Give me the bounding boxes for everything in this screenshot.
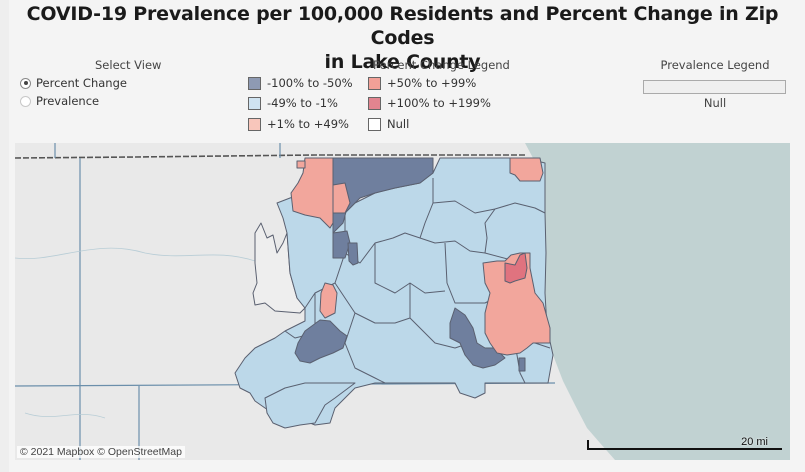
title-line-1: COVID-19 Prevalence per 100,000 Resident… bbox=[26, 3, 779, 49]
select-view-header: Select View bbox=[95, 58, 162, 72]
legend-swatch bbox=[248, 96, 261, 110]
page-title: COVID-19 Prevalence per 100,000 Resident… bbox=[0, 2, 805, 74]
map-scale-label: 20 mi bbox=[741, 436, 768, 448]
prevalence-null-label: Null bbox=[703, 96, 727, 110]
radio-label: Percent Change bbox=[36, 76, 127, 90]
legend-header: Prevalence Legend bbox=[660, 58, 770, 72]
legend-item[interactable]: Null bbox=[368, 117, 409, 131]
lake-michigan bbox=[525, 143, 790, 460]
legend-label: +100% to +199% bbox=[387, 96, 491, 110]
map-scale-bar bbox=[587, 440, 782, 450]
map-attribution[interactable]: © 2021 Mapbox © OpenStreetMap bbox=[17, 446, 185, 458]
legend-swatch bbox=[368, 117, 381, 131]
map-view[interactable]: © 2021 Mapbox © OpenStreetMap 20 mi bbox=[15, 143, 790, 460]
legend-label: -100% to -50% bbox=[267, 76, 353, 90]
legend-swatch bbox=[248, 117, 261, 131]
legend-label: Null bbox=[387, 117, 410, 131]
prevalence-legend: Prevalence Legend Null bbox=[642, 58, 788, 110]
radio-label: Prevalence bbox=[36, 94, 100, 108]
state-border bbox=[15, 154, 527, 159]
legend-label: -49% to -1% bbox=[267, 96, 338, 110]
legend-item[interactable]: +50% to +99% bbox=[368, 76, 476, 90]
legend-header: Percent Change Legend bbox=[373, 58, 510, 72]
radio-percent-change[interactable]: Percent Change bbox=[20, 76, 127, 90]
legend-swatch bbox=[368, 76, 381, 90]
legend-swatch bbox=[368, 96, 381, 110]
legend-swatch bbox=[248, 76, 261, 90]
zip-code-map[interactable] bbox=[15, 143, 790, 460]
legend-label: +50% to +99% bbox=[387, 76, 477, 90]
prevalence-color-bar bbox=[643, 80, 786, 94]
legend-item[interactable]: +1% to +49% bbox=[248, 117, 349, 131]
zip-salmon-ne bbox=[509, 157, 544, 182]
legend-item[interactable]: +100% to +199% bbox=[368, 96, 491, 110]
radio-selected-icon[interactable] bbox=[20, 77, 31, 89]
zip-dark-blue-sw bbox=[294, 319, 348, 364]
legend-item[interactable]: -49% to -1% bbox=[248, 96, 338, 110]
title-line-2: in Lake County bbox=[324, 51, 481, 73]
legend-item[interactable]: -100% to -50% bbox=[248, 76, 353, 90]
zip-salmon-east bbox=[482, 252, 551, 356]
zip-dark-blue-east bbox=[449, 307, 506, 369]
legend-label: +1% to +49% bbox=[267, 117, 349, 131]
left-gutter bbox=[0, 0, 9, 472]
zip-salmon-west bbox=[319, 282, 338, 319]
radio-prevalence[interactable]: Prevalence bbox=[20, 94, 99, 108]
zip-red bbox=[504, 252, 528, 284]
radio-unselected-icon[interactable] bbox=[20, 95, 31, 107]
